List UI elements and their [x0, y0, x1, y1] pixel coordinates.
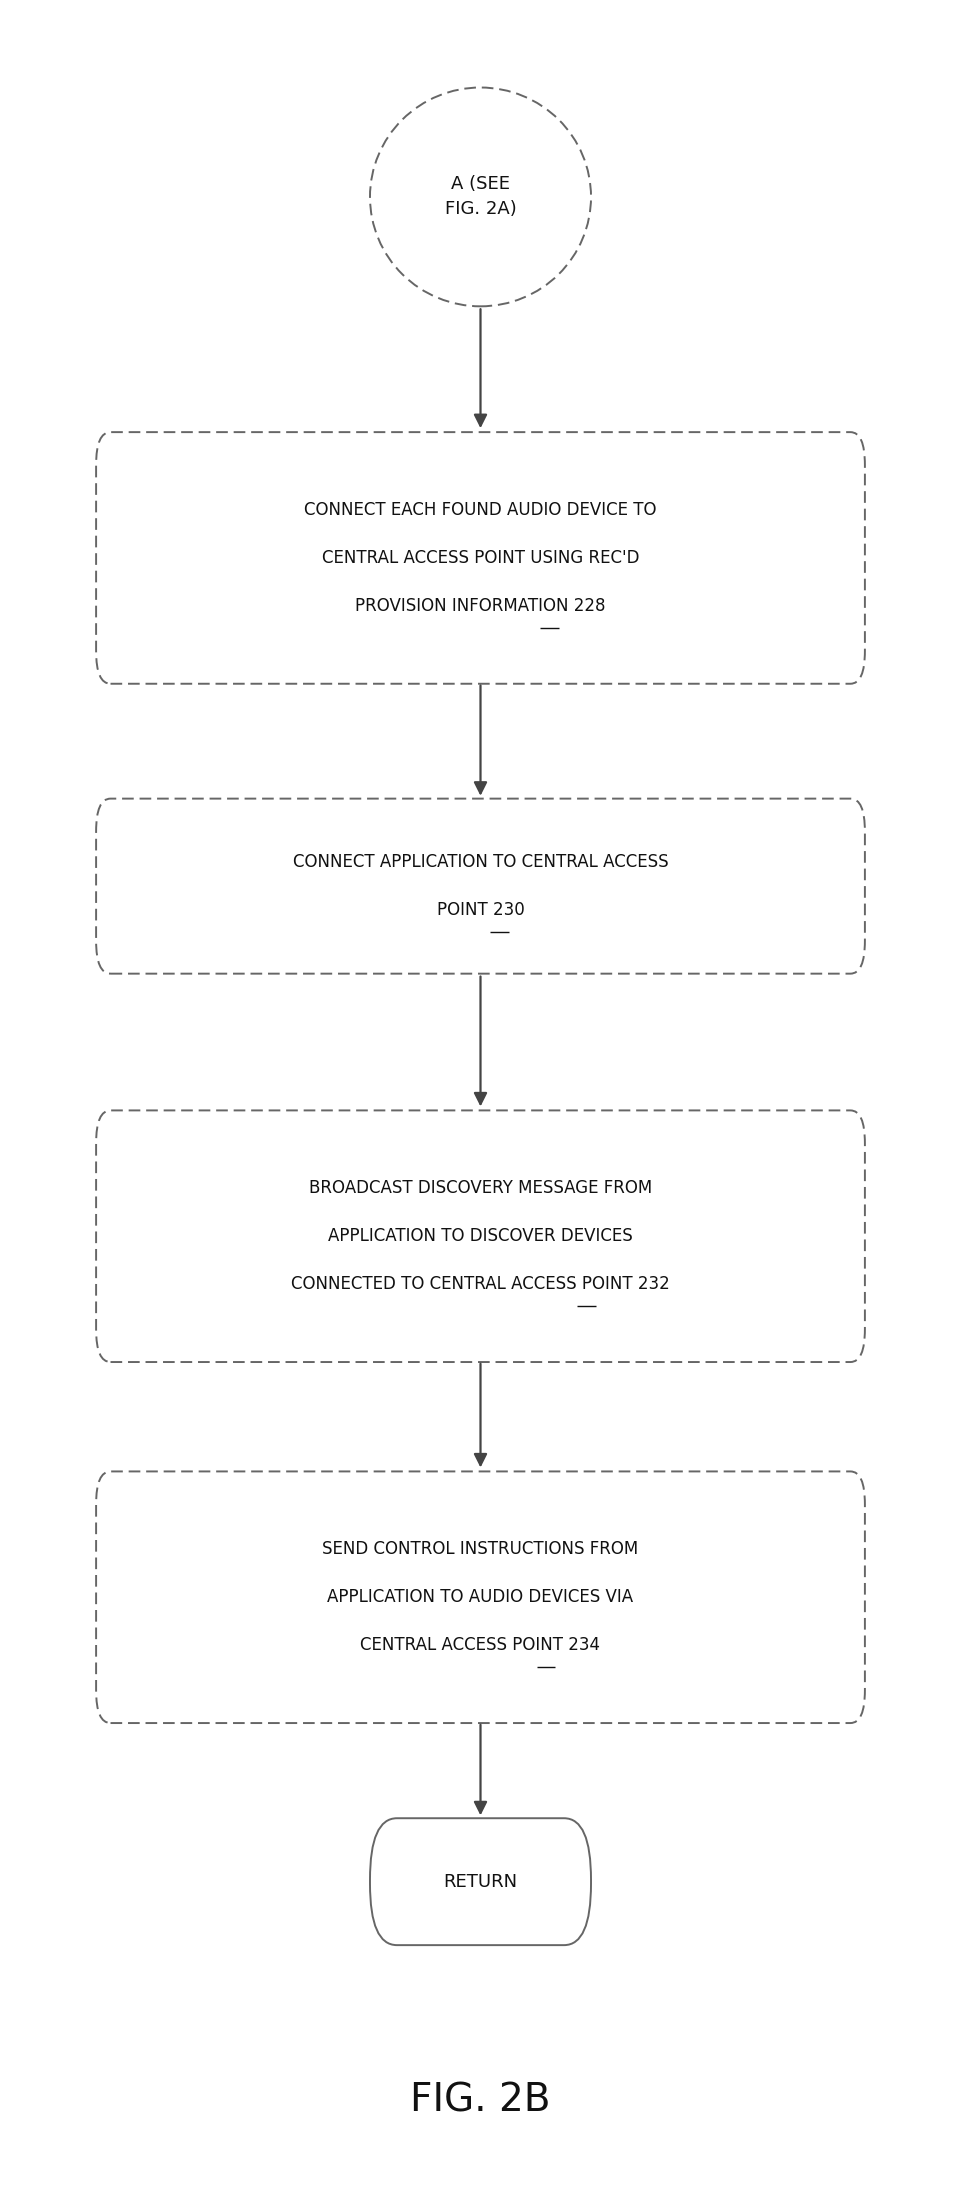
FancyBboxPatch shape — [96, 799, 865, 974]
Text: PROVISION INFORMATION 228: PROVISION INFORMATION 228 — [356, 597, 605, 615]
Text: BROADCAST DISCOVERY MESSAGE FROM: BROADCAST DISCOVERY MESSAGE FROM — [308, 1179, 653, 1197]
Text: APPLICATION TO AUDIO DEVICES VIA: APPLICATION TO AUDIO DEVICES VIA — [328, 1588, 633, 1606]
FancyBboxPatch shape — [96, 433, 865, 683]
Text: CENTRAL ACCESS POINT 234: CENTRAL ACCESS POINT 234 — [360, 1637, 601, 1654]
FancyBboxPatch shape — [96, 1470, 865, 1724]
Text: FIG. 2B: FIG. 2B — [410, 2081, 551, 2120]
Text: CONNECT EACH FOUND AUDIO DEVICE TO: CONNECT EACH FOUND AUDIO DEVICE TO — [305, 501, 656, 519]
Text: CENTRAL ACCESS POINT USING REC'D: CENTRAL ACCESS POINT USING REC'D — [322, 549, 639, 567]
Ellipse shape — [370, 88, 591, 306]
Text: RETURN: RETURN — [443, 1873, 518, 1890]
Text: POINT 230: POINT 230 — [436, 901, 525, 919]
Text: A (SEE
FIG. 2A): A (SEE FIG. 2A) — [445, 175, 516, 219]
Text: APPLICATION TO DISCOVER DEVICES: APPLICATION TO DISCOVER DEVICES — [328, 1227, 633, 1245]
Text: CONNECTED TO CENTRAL ACCESS POINT 232: CONNECTED TO CENTRAL ACCESS POINT 232 — [291, 1276, 670, 1293]
Text: CONNECT APPLICATION TO CENTRAL ACCESS: CONNECT APPLICATION TO CENTRAL ACCESS — [293, 853, 668, 871]
Text: SEND CONTROL INSTRUCTIONS FROM: SEND CONTROL INSTRUCTIONS FROM — [322, 1540, 639, 1558]
FancyBboxPatch shape — [370, 1818, 591, 1945]
FancyBboxPatch shape — [96, 1112, 865, 1361]
